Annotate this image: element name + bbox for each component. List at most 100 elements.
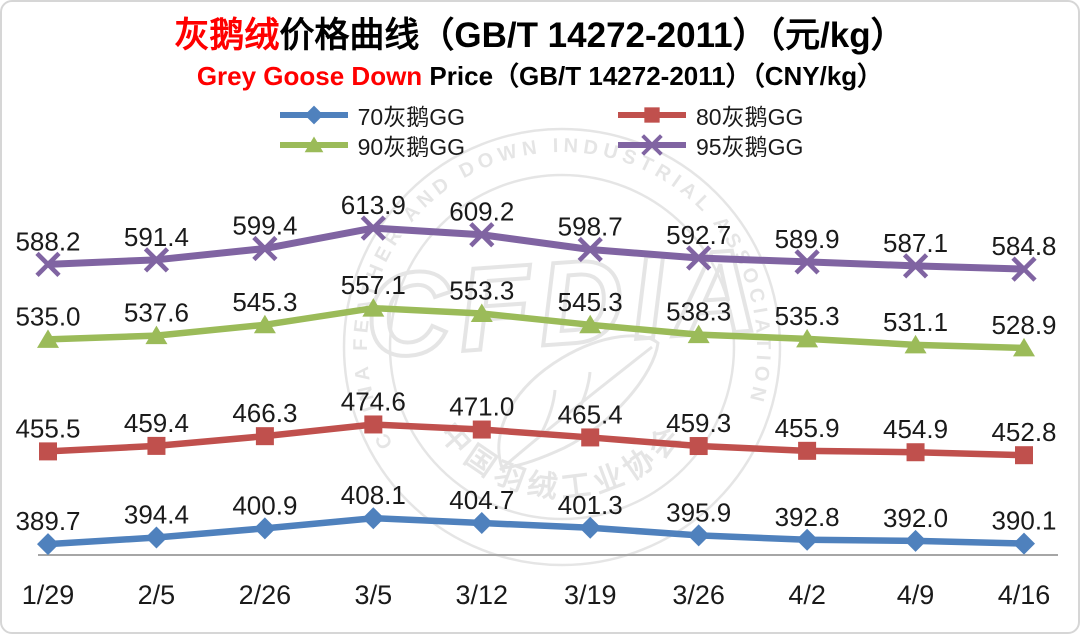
data-label: 465.4	[558, 399, 623, 429]
data-label: 455.5	[15, 413, 80, 443]
legend-label-80: 80灰鹅GG	[696, 104, 804, 131]
watermark-inner-circle	[388, 173, 736, 521]
data-label: 459.4	[124, 408, 189, 438]
data-point-diamond	[579, 516, 602, 539]
legend-item-95: 95灰鹅GG	[615, 130, 803, 160]
data-label: 454.9	[883, 414, 948, 444]
series-line	[47, 421, 1025, 459]
chart-legend: 70灰鹅GG 80灰鹅GG 90灰鹅GG 95灰鹅GG	[2, 100, 1078, 160]
data-label: 537.6	[124, 298, 189, 328]
data-point-x	[577, 236, 603, 263]
data-label: 390.1	[991, 506, 1056, 536]
data-point-triangle	[579, 314, 602, 334]
data-point-diamond	[1013, 532, 1035, 555]
data-label: 400.9	[232, 490, 297, 520]
data-label: 545.3	[232, 287, 297, 317]
series-70灰鹅GG	[37, 507, 1035, 556]
data-point-square	[364, 415, 383, 434]
data-point-triangle	[470, 303, 493, 323]
data-point-square	[472, 420, 491, 439]
data-point-x	[360, 215, 386, 241]
data-point-x	[902, 253, 929, 279]
series-95灰鹅GG	[35, 215, 1037, 282]
data-label: 557.1	[341, 270, 406, 300]
data-point-diamond	[470, 512, 493, 535]
data-label: 471.0	[449, 392, 514, 422]
x-axis-label: 3/19	[564, 580, 617, 610]
data-label: 598.7	[558, 212, 623, 242]
series-line	[47, 304, 1025, 352]
series-line	[47, 224, 1025, 273]
legend-item-70: 70灰鹅GG	[277, 100, 465, 130]
series-80灰鹅GG	[39, 415, 1033, 465]
data-label: 408.1	[341, 480, 406, 510]
data-label: 392.0	[883, 503, 948, 533]
legend-label-95: 95灰鹅GG	[696, 134, 804, 161]
data-label: 394.4	[124, 500, 189, 530]
data-label: 609.2	[449, 197, 514, 227]
data-label: 535.0	[15, 301, 80, 331]
chart-title-highlight: 灰鹅绒	[174, 16, 280, 55]
data-point-diamond	[687, 524, 710, 547]
data-point-x	[1011, 256, 1037, 282]
legend-item-90: 90灰鹅GG	[277, 130, 465, 160]
x-axis-label: 2/5	[138, 580, 176, 610]
data-label: 613.9	[341, 190, 406, 220]
x-axis-label: 4/2	[788, 580, 826, 610]
chart-header: 灰鹅绒价格曲线（GB/T 14272-2011）（元/kg） Grey Goos…	[2, 12, 1078, 160]
legend-70-line-diamond-icon	[277, 102, 351, 128]
data-point-square	[147, 436, 166, 455]
data-point-x	[794, 249, 820, 275]
data-label: 528.9	[991, 310, 1056, 340]
data-label: 535.3	[775, 301, 840, 331]
legend-item-80: 80灰鹅GG	[615, 100, 803, 130]
data-point-triangle	[904, 334, 927, 354]
legend-label-90: 90灰鹅GG	[357, 134, 465, 161]
data-point-triangle	[37, 329, 59, 348]
legend-glyph	[618, 107, 686, 123]
data-label: 599.4	[232, 211, 297, 241]
watermark-outer-circle	[342, 127, 782, 567]
data-point-x	[686, 245, 712, 271]
chart-subtitle-highlight: Grey Goose Down	[196, 61, 423, 92]
data-point-diamond	[796, 528, 819, 551]
data-label: 591.4	[124, 222, 189, 252]
data-point-diamond	[904, 529, 927, 552]
legend-80-line-square-icon	[615, 102, 689, 128]
data-point-square	[689, 437, 708, 456]
watermark-feather-icon	[497, 334, 660, 472]
series-90灰鹅GG	[37, 298, 1035, 357]
chart-title: 灰鹅绒价格曲线（GB/T 14272-2011）（元/kg）	[2, 12, 1078, 59]
data-point-diamond	[362, 507, 385, 530]
data-point-diamond	[145, 526, 168, 549]
data-label: 455.9	[775, 413, 840, 443]
x-axis-label: 3/26	[672, 580, 725, 610]
data-point-diamond	[304, 105, 323, 125]
data-label: 589.9	[775, 224, 840, 254]
data-point-x	[641, 134, 663, 156]
x-axis-label: 4/16	[998, 580, 1051, 610]
chart-subtitle: Grey Goose Down Price（GB/T 14272-2011）（C…	[2, 60, 1078, 94]
data-label: 392.8	[775, 502, 840, 532]
data-label: 459.3	[666, 408, 731, 438]
data-label: 466.3	[232, 398, 297, 428]
data-label: 538.3	[666, 297, 731, 327]
data-label: 545.3	[558, 287, 623, 317]
chart-title-rest: 价格曲线（GB/T 14272-2011）（元/kg）	[279, 16, 906, 55]
data-label: 584.8	[991, 231, 1056, 261]
data-point-triangle	[145, 325, 168, 345]
series-line	[47, 514, 1025, 548]
data-point-triangle	[304, 136, 323, 153]
legend-glyph	[279, 136, 348, 153]
data-point-diamond	[37, 533, 59, 556]
data-label: 401.3	[558, 490, 623, 520]
data-point-square	[798, 441, 817, 460]
legend-glyph	[279, 105, 348, 125]
x-axis-label: 4/9	[897, 580, 935, 610]
x-axis-label: 3/12	[455, 580, 508, 610]
data-point-square	[1015, 446, 1033, 465]
data-label: 404.7	[449, 485, 514, 515]
data-label: 592.7	[666, 220, 731, 250]
data-point-triangle	[796, 328, 819, 348]
